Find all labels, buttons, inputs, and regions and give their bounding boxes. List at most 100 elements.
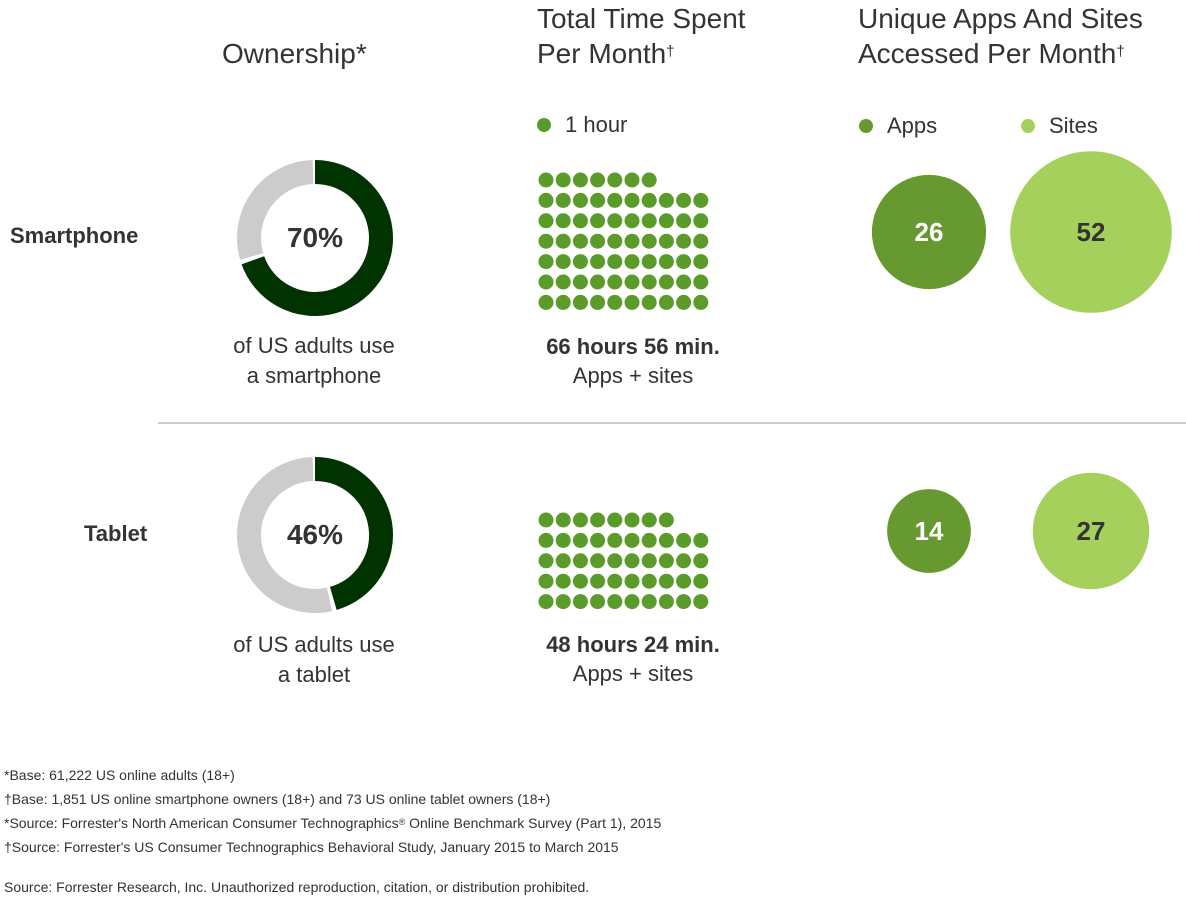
- row-label-tablet: Tablet: [84, 521, 148, 546]
- smartphone-sites-bubble: [1010, 151, 1172, 313]
- smartphone-hour-dot: [590, 172, 606, 188]
- smartphone-caption-line2: a smartphone: [246, 363, 382, 388]
- smartphone-hour-dot: [572, 172, 588, 188]
- smartphone-hour-dot: [590, 213, 606, 229]
- tablet-ownership-donut: 46%: [237, 457, 393, 613]
- sites-legend-dot: [1021, 119, 1035, 133]
- smartphone-hour-dot: [607, 254, 623, 270]
- tablet-hour-dot: [624, 594, 640, 610]
- hour-legend-label: 1 hour: [565, 112, 628, 137]
- apps-sites-header: Unique Apps And Sites Accessed Per Month…: [858, 1, 1143, 71]
- tablet-hour-dot: [607, 553, 623, 569]
- tablet-hour-dot: [538, 594, 554, 610]
- tablet-ownership-caption: of US adults use a tablet: [200, 630, 428, 690]
- smartphone-hour-dot: [641, 192, 657, 208]
- smartphone-hours-label: 66 hours 56 min.: [546, 334, 720, 359]
- smartphone-hour-dot: [555, 172, 571, 188]
- smartphone-hour-dot: [658, 274, 674, 290]
- smartphone-hour-dot: [676, 274, 692, 290]
- smartphone-apps-bubble: [871, 174, 987, 290]
- tablet-hour-dot: [624, 553, 640, 569]
- tablet-hour-dot: [641, 532, 657, 548]
- footnote-base-owners: †Base: 1,851 US online smartphone owners…: [4, 791, 551, 807]
- tablet-apps-value: 14: [915, 516, 944, 546]
- tablet-hour-dot: [555, 553, 571, 569]
- apps-legend-dot: [859, 119, 873, 133]
- smartphone-hour-dot: [607, 213, 623, 229]
- time-spent-header: Total Time Spent Per Month†: [537, 1, 746, 71]
- tablet-hour-dot: [693, 553, 709, 569]
- smartphone-hour-dot: [572, 254, 588, 270]
- smartphone-hour-dot: [641, 172, 657, 188]
- ownership-header: Ownership*: [222, 38, 367, 69]
- tablet-apps-bubble: [887, 489, 971, 573]
- smartphone-hour-dot: [572, 233, 588, 249]
- tablet-not-owned-arc: [237, 457, 333, 613]
- tablet-hour-dot: [555, 594, 571, 610]
- dagger-mark: †: [666, 43, 675, 60]
- smartphone-hour-dot: [624, 192, 640, 208]
- tablet-owned-arc: [314, 457, 393, 610]
- tablet-hour-dot: [641, 594, 657, 610]
- tablet-hour-dot: [641, 512, 657, 528]
- smartphone-hour-dot: [624, 233, 640, 249]
- tablet-hours-sub: Apps + sites: [572, 661, 694, 686]
- time-spent-header-line1: Total Time Spent: [537, 3, 746, 34]
- smartphone-hour-dot: [693, 192, 709, 208]
- tablet-hour-dot: [572, 573, 588, 589]
- tablet-hour-dot: [641, 573, 657, 589]
- tablet-hour-dot: [590, 512, 606, 528]
- tablet-hour-dot: [607, 532, 623, 548]
- smartphone-hour-dot: [658, 294, 674, 310]
- footnote-base-adults: *Base: 61,222 US online adults (18+): [4, 767, 235, 783]
- smartphone-hour-dot: [693, 294, 709, 310]
- tablet-hour-dot: [693, 573, 709, 589]
- smartphone-hour-dot: [572, 274, 588, 290]
- tablet-hour-dot: [624, 532, 640, 548]
- smartphone-ownership-caption: of US adults use a smartphone: [200, 331, 428, 391]
- smartphone-hour-dot: [676, 213, 692, 229]
- smartphone-hour-dot: [624, 172, 640, 188]
- tablet-hour-dot: [658, 553, 674, 569]
- smartphone-hour-dot: [693, 274, 709, 290]
- sites-legend-label: Sites: [1049, 113, 1098, 138]
- tablet-hour-dot: [572, 553, 588, 569]
- tablet-hour-dot: [624, 573, 640, 589]
- tablet-hour-dot: [555, 512, 571, 528]
- smartphone-hours-sub: Apps + sites: [572, 363, 694, 388]
- smartphone-owned-arc: [241, 160, 393, 316]
- tablet-hour-dot: [658, 573, 674, 589]
- tablet-hour-dot: [676, 573, 692, 589]
- apps-sites-header-line2: Accessed Per Month†: [858, 38, 1125, 69]
- registered-mark: ®: [398, 817, 406, 827]
- smartphone-hour-dot: [641, 254, 657, 270]
- smartphone-hour-dot: [658, 213, 674, 229]
- smartphone-hour-dot: [590, 274, 606, 290]
- smartphone-apps-value: 26: [915, 217, 944, 247]
- tablet-hour-dot: [590, 553, 606, 569]
- tablet-hour-dot: [590, 594, 606, 610]
- smartphone-hour-dot: [693, 213, 709, 229]
- smartphone-hour-dot: [641, 213, 657, 229]
- smartphone-hour-dot: [607, 294, 623, 310]
- tablet-hour-dot: [538, 512, 554, 528]
- smartphone-hour-dot: [590, 254, 606, 270]
- footnote-source-benchmark: *Source: Forrester's North American Cons…: [4, 815, 662, 831]
- smartphone-ownership-donut: 70%: [237, 160, 393, 316]
- apps-legend: Apps: [859, 113, 937, 139]
- tablet-hour-dot: [538, 532, 554, 548]
- tablet-hour-dot: [693, 532, 709, 548]
- smartphone-hour-dot: [607, 233, 623, 249]
- tablet-caption-line2: a tablet: [277, 662, 351, 687]
- tablet-hour-dot: [572, 532, 588, 548]
- tablet-hour-dot: [658, 532, 674, 548]
- tablet-hour-dot: [676, 594, 692, 610]
- smartphone-hour-dot: [658, 233, 674, 249]
- smartphone-hour-dot: [676, 233, 692, 249]
- tablet-caption-line1: of US adults use: [233, 632, 395, 657]
- smartphone-hour-dot: [607, 172, 623, 188]
- tablet-ownership-pct: 46%: [287, 519, 343, 550]
- footnotes: *Base: 61,222 US online adults (18+) †Ba…: [4, 763, 1174, 859]
- smartphone-hour-dot: [555, 274, 571, 290]
- smartphone-hour-dot: [658, 192, 674, 208]
